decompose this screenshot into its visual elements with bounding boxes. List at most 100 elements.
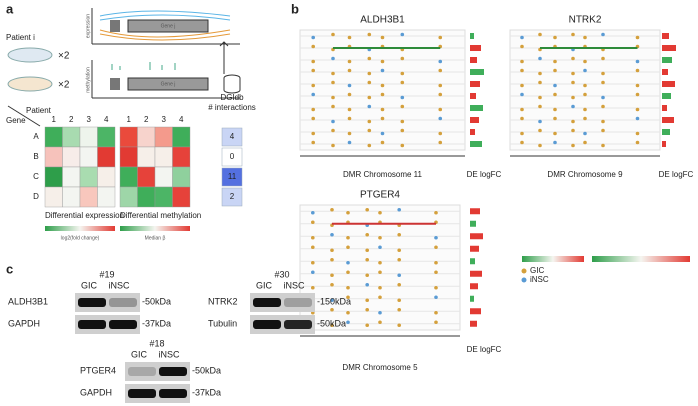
de-bar	[470, 57, 477, 63]
dot	[365, 233, 369, 237]
row-label: A	[33, 132, 39, 141]
heatmap-cell	[45, 167, 63, 187]
band	[109, 320, 137, 329]
dot	[571, 96, 575, 100]
dot	[331, 72, 335, 76]
dot	[381, 36, 385, 40]
dot	[330, 273, 334, 277]
dot	[348, 132, 352, 136]
dot	[311, 84, 315, 88]
lane-label: iNSC	[108, 280, 130, 290]
read-curve	[100, 11, 230, 20]
dot	[636, 132, 640, 136]
patient-id: #19	[99, 269, 114, 279]
dish	[8, 77, 52, 91]
plot-title: NTRK2	[569, 15, 602, 26]
dot	[401, 129, 405, 133]
target-label: PTGER4	[80, 365, 116, 375]
plot-title: PTGER4	[360, 190, 400, 201]
dot	[583, 132, 587, 136]
dot	[520, 36, 524, 40]
dot	[438, 36, 442, 40]
dot	[401, 57, 405, 61]
heatmap-cell	[120, 127, 138, 147]
dot	[601, 120, 605, 124]
dot	[571, 72, 575, 76]
band	[159, 389, 187, 398]
x-label: DMR Chromosome 5	[342, 363, 418, 372]
dot	[401, 33, 405, 37]
legend-label: GIC	[530, 266, 544, 275]
dot	[520, 84, 524, 88]
dot	[348, 108, 352, 112]
band	[253, 298, 281, 307]
heatmap-cell	[155, 147, 173, 167]
dot	[348, 93, 352, 97]
dot	[571, 33, 575, 37]
dot	[311, 69, 315, 73]
dot	[378, 270, 382, 274]
dot	[571, 81, 575, 85]
size-label: -150kDa	[317, 296, 351, 306]
dot	[538, 81, 542, 85]
dot	[311, 211, 315, 215]
dot	[330, 283, 334, 287]
dot	[538, 105, 542, 109]
x-label: DMR Chromosome 9	[547, 170, 623, 179]
dot	[571, 105, 575, 109]
dot	[401, 120, 405, 124]
legend-marker	[522, 278, 527, 283]
dot	[401, 72, 405, 76]
patient-id: #30	[274, 269, 289, 279]
size-label: -50kDa	[142, 296, 171, 306]
scale-label: Median β	[145, 235, 166, 241]
dgidb-subtitle: # interactions	[208, 103, 256, 112]
plot-title: ALDH3B1	[360, 15, 405, 26]
de-label: DE logFC	[467, 170, 502, 179]
de-bar	[662, 105, 667, 111]
dot	[311, 286, 315, 290]
dot	[601, 129, 605, 133]
panel-label: b	[291, 1, 299, 16]
dot	[365, 323, 369, 327]
dgidb-count: 11	[228, 172, 237, 181]
dot	[438, 69, 442, 73]
dot	[553, 84, 557, 88]
dot	[381, 69, 385, 73]
dot	[346, 320, 350, 324]
dish	[8, 48, 52, 62]
dot	[583, 84, 587, 88]
de-bar	[470, 81, 480, 87]
dot	[583, 117, 587, 121]
dot	[553, 36, 557, 40]
dgidb-title: DGIdb	[220, 93, 244, 102]
de-bar	[662, 141, 666, 147]
column-label: 1	[52, 115, 57, 124]
dot	[311, 270, 315, 274]
methyl-marks	[112, 62, 175, 70]
heatmap-cell	[120, 187, 138, 207]
target-label: ALDH3B1	[8, 296, 48, 306]
heatmap-cell	[45, 187, 63, 207]
dot	[438, 141, 442, 145]
lane-label: GIC	[256, 280, 273, 290]
dot	[346, 236, 350, 240]
dot	[378, 295, 382, 299]
track-label: methylation	[85, 67, 91, 93]
dgidb-count: 4	[230, 132, 235, 141]
column-label: 3	[162, 115, 167, 124]
de-label: DE logFC	[467, 345, 502, 354]
de-bar	[470, 208, 480, 214]
panel-label: c	[6, 261, 13, 276]
dot	[330, 258, 334, 262]
dot	[520, 69, 524, 73]
band	[284, 298, 312, 307]
target-label: NTRK2	[208, 296, 238, 306]
dot	[346, 261, 350, 265]
de-bar	[470, 258, 475, 264]
dot	[434, 236, 438, 240]
dot	[438, 132, 442, 136]
de-bar	[470, 271, 482, 277]
heatmap-cell	[173, 147, 191, 167]
dot	[346, 211, 350, 215]
